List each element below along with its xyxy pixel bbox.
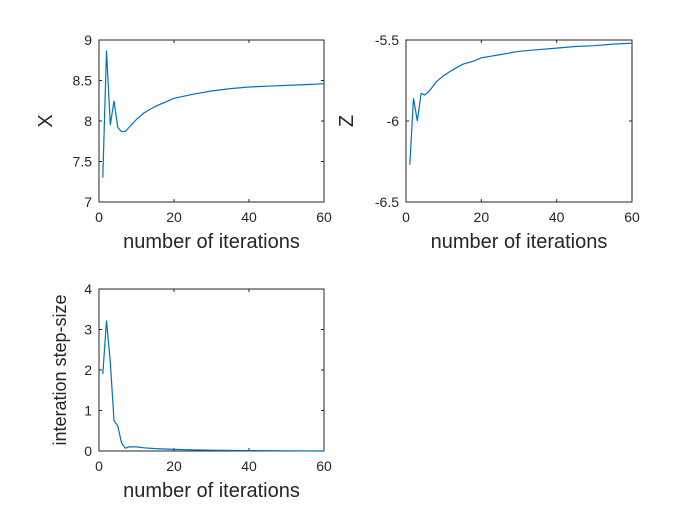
series-line: [102, 50, 325, 178]
y-tick-label: 1: [84, 403, 92, 419]
x-tick-label: 60: [316, 458, 332, 474]
y-tick-label: 3: [84, 322, 92, 338]
plot-area: [405, 39, 633, 203]
x-tick-label: 20: [474, 209, 490, 225]
y-axis-label: interation step-size: [50, 294, 70, 445]
y-axis-label: Z: [336, 115, 358, 127]
plot-area: [98, 288, 325, 452]
subplot-3: 0 20 40 60 0 1 2 3 4 number of iterations interati…: [50, 281, 332, 502]
x-tick-label: 20: [166, 458, 182, 474]
y-tick-label: 4: [84, 281, 92, 297]
series-line: [102, 320, 325, 452]
x-tick-label: 60: [624, 209, 640, 225]
y-tick-label: 7.5: [73, 154, 93, 170]
y-tick-label: -5.5: [375, 32, 399, 48]
x-tick-label: 20: [166, 209, 182, 225]
y-tick-label: 2: [84, 362, 92, 378]
x-axis-label: number of iterations: [431, 231, 608, 253]
subplot-1: 0 20 40 60 7 7.5 8 8.5 9 number of iterations X: [35, 32, 332, 253]
x-tick-label: 40: [241, 209, 257, 225]
y-tick-label: 7: [84, 194, 92, 210]
y-tick-label: 8.5: [73, 73, 93, 89]
y-tick-label: 8: [84, 113, 92, 129]
plot-area: [98, 39, 325, 203]
x-tick-label: 0: [95, 209, 103, 225]
x-tick-label: 60: [316, 209, 332, 225]
y-tick-label: -6: [387, 113, 400, 129]
y-axis-label: X: [35, 114, 57, 127]
x-tick-label: 0: [95, 458, 103, 474]
x-axis-label: number of iterations: [123, 231, 300, 253]
subplot-2: 0 20 40 60 -6.5 -6 -5.5 number of iterations Z: [336, 32, 640, 253]
x-tick-label: 40: [549, 209, 565, 225]
x-tick-label: 40: [241, 458, 257, 474]
y-tick-label: -6.5: [375, 194, 399, 210]
series-line: [409, 42, 633, 165]
x-axis-label: number of iterations: [123, 480, 300, 502]
x-tick-label: 0: [402, 209, 410, 225]
y-tick-label: 0: [84, 443, 92, 459]
y-tick-label: 9: [84, 32, 92, 48]
